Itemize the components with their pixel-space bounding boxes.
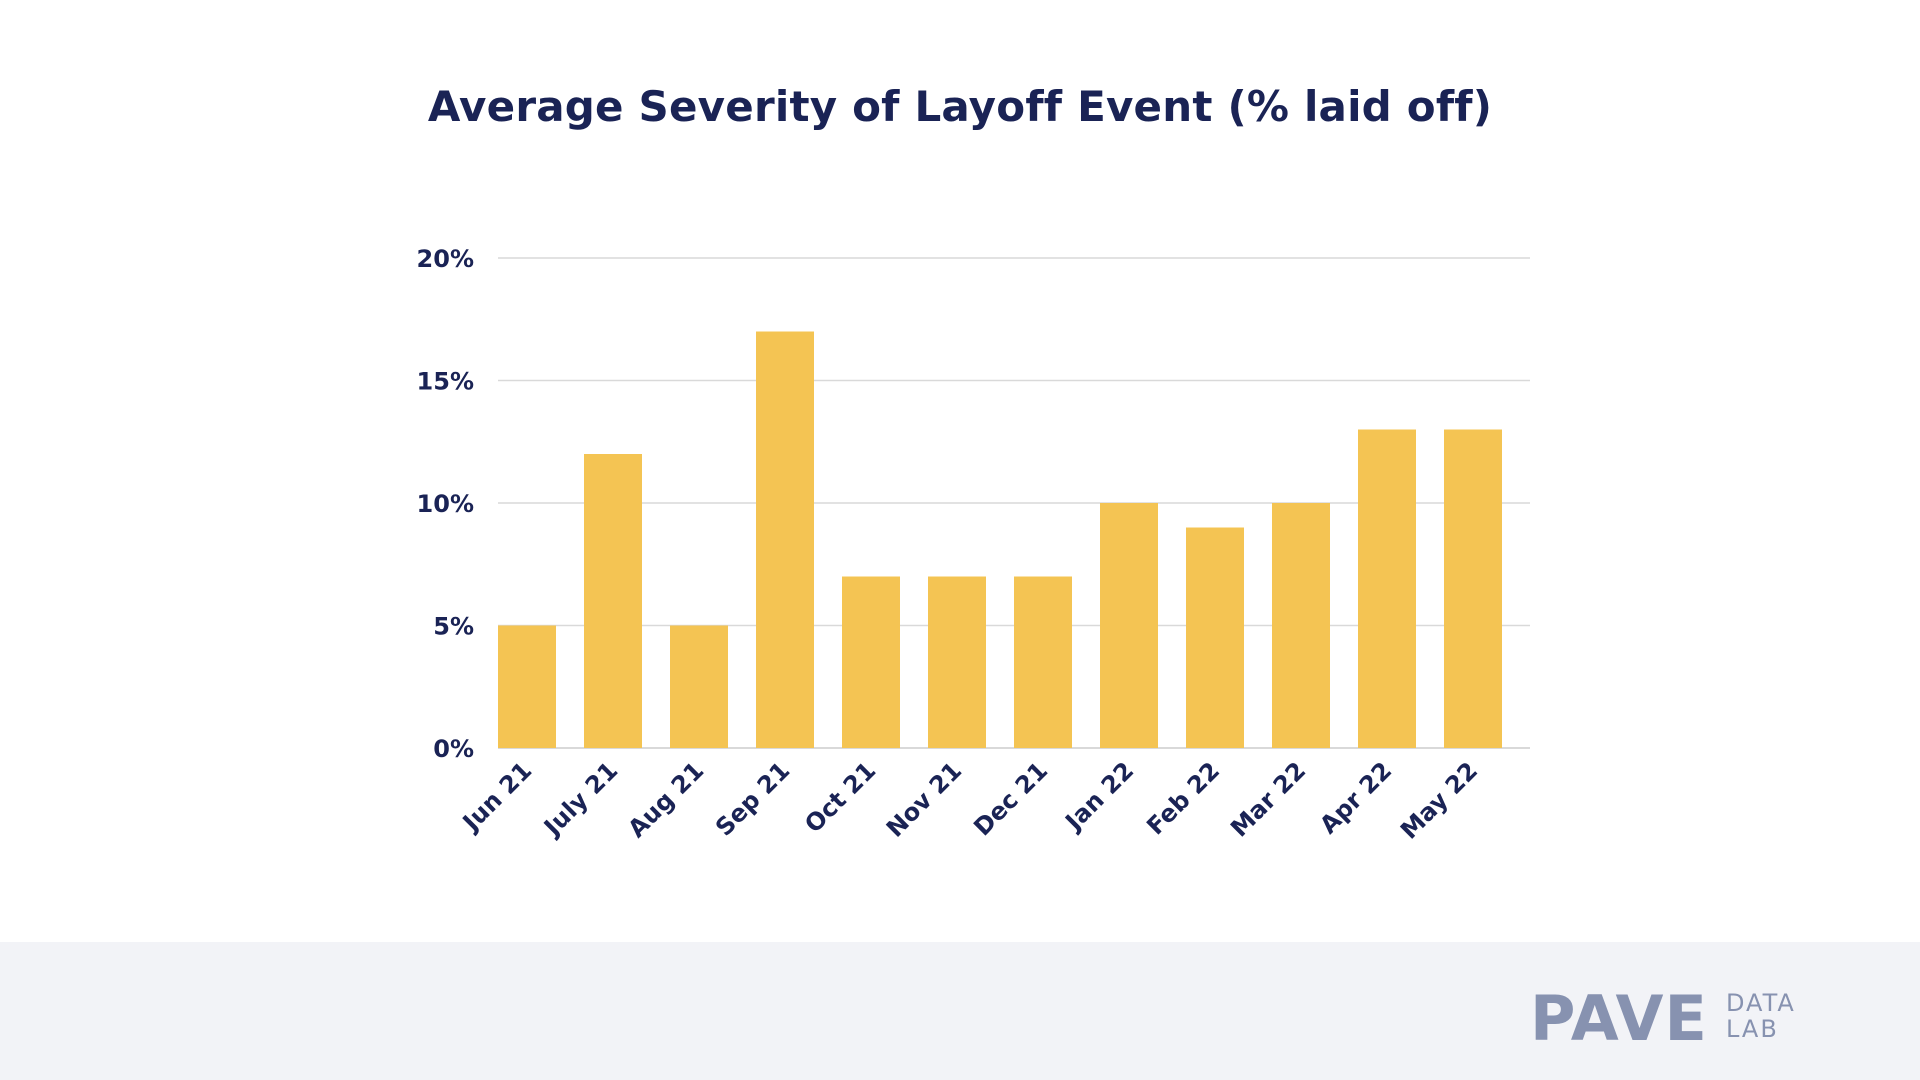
chart-title: Average Severity of Layoff Event (% laid… — [427, 82, 1493, 131]
logo-subtitle-bottom: LAB — [1726, 1015, 1779, 1043]
y-tick-label: 20% — [417, 245, 474, 273]
pave-data-lab-logo: PAVE DATA LAB — [1530, 984, 1800, 1054]
y-tick-label: 15% — [417, 368, 474, 396]
bars — [498, 331, 1502, 748]
bar — [756, 331, 814, 748]
logo-subtitle: DATA LAB — [1726, 990, 1796, 1042]
x-tick-label: Dec 21 — [968, 756, 1053, 841]
y-tick-label: 10% — [417, 490, 474, 518]
x-tick-label: Feb 22 — [1141, 756, 1225, 840]
y-tick-label: 5% — [433, 613, 474, 641]
x-tick-label: Jun 21 — [456, 756, 537, 837]
x-tick-label: Mar 22 — [1225, 756, 1311, 842]
bar — [1186, 527, 1244, 748]
bar — [498, 625, 556, 748]
x-axis-ticks: Jun 21 July 21 Aug 21 Sep 21 Oct 21 Nov 21 Dec… — [456, 756, 1483, 844]
bar — [1358, 429, 1416, 748]
x-tick-label: Oct 21 — [799, 756, 881, 838]
x-tick-label: July 21 — [537, 756, 623, 842]
x-tick-label: Aug 21 — [623, 756, 710, 843]
y-tick-label: 0% — [433, 735, 474, 763]
logo-wordmark: PAVE — [1530, 982, 1708, 1055]
x-tick-label: May 22 — [1395, 756, 1483, 844]
bar — [584, 454, 642, 748]
bar — [1014, 576, 1072, 748]
bar — [1100, 503, 1158, 748]
bar — [928, 576, 986, 748]
logo-subtitle-top: DATA — [1726, 989, 1796, 1017]
bar — [842, 576, 900, 748]
bar — [1444, 429, 1502, 748]
footer — [0, 942, 1920, 1080]
bar — [1272, 503, 1330, 748]
bar — [670, 625, 728, 748]
y-axis-ticks: 0% 5% 10% 15% 20% — [417, 245, 474, 763]
x-tick-label: Sep 21 — [710, 756, 795, 841]
x-tick-label: Nov 21 — [881, 756, 967, 842]
bar-chart: 0% 5% 10% 15% 20% Jun 21 July 21 Aug 21 Sep 21 O… — [417, 245, 1530, 845]
x-tick-label: Apr 22 — [1314, 756, 1397, 839]
x-tick-label: Jan 22 — [1059, 756, 1140, 837]
